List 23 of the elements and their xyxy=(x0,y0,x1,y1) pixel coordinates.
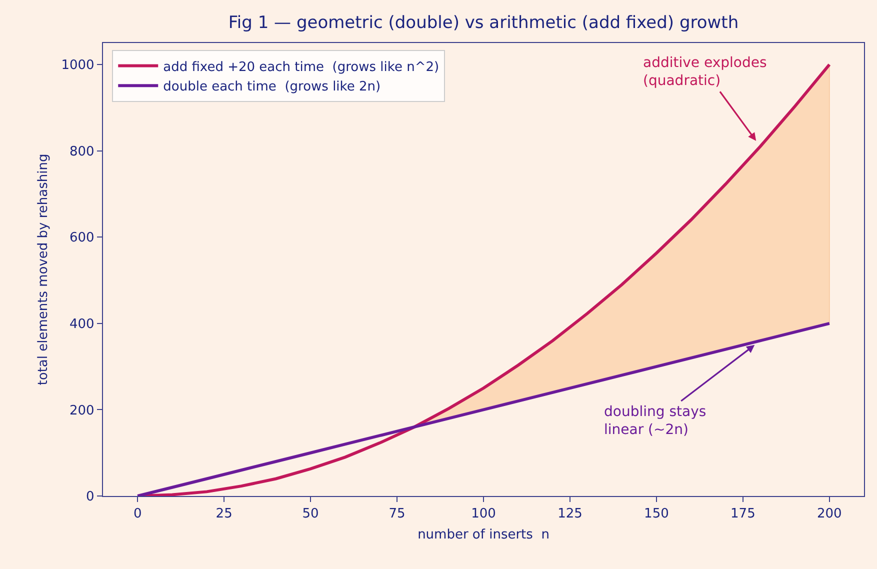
x-tick-label: 150 xyxy=(644,506,669,522)
annotation: doubling stays linear (~2n) xyxy=(604,404,706,438)
y-tick-label: 1000 xyxy=(61,58,94,74)
x-tick-label: 0 xyxy=(133,506,142,522)
x-tick-label: 100 xyxy=(471,506,496,522)
x-tick-label: 125 xyxy=(558,506,582,522)
y-tick-label: 400 xyxy=(69,316,94,332)
legend-label: double each time (grows like 2n) xyxy=(163,80,381,95)
x-tick-label: 25 xyxy=(216,506,232,522)
x-tick-label: 50 xyxy=(302,506,319,522)
chart-title: Fig 1 — geometric (double) vs arithmetic (add fixed) growth xyxy=(228,12,739,33)
x-axis-title: number of inserts n xyxy=(418,527,550,542)
line-series xyxy=(136,322,831,496)
x-tick-label: 200 xyxy=(816,506,842,522)
y-tick-label: 600 xyxy=(69,230,94,246)
legend-label: add fixed +20 each time (grows like n^2) xyxy=(163,60,440,75)
annotation: additive explodes (quadratic) xyxy=(643,55,767,90)
x-tick-label: 175 xyxy=(730,506,756,522)
y-axis-title: total elements moved by rehashing xyxy=(36,154,52,386)
y-tick-label: 0 xyxy=(86,490,94,505)
x-tick-label: 75 xyxy=(388,506,406,522)
y-tick-label: 200 xyxy=(69,403,94,418)
y-tick-label: 800 xyxy=(69,144,94,160)
